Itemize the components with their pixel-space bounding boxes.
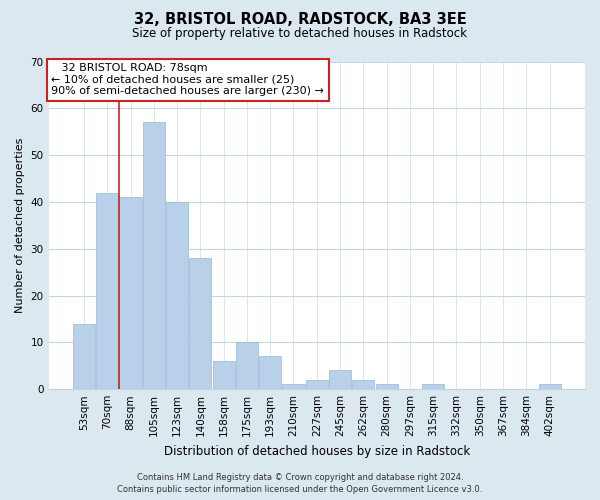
Bar xyxy=(73,324,95,389)
Bar xyxy=(212,361,235,389)
Bar xyxy=(96,192,118,389)
Bar xyxy=(236,342,258,389)
Text: Size of property relative to detached houses in Radstock: Size of property relative to detached ho… xyxy=(133,28,467,40)
Bar xyxy=(119,198,142,389)
Y-axis label: Number of detached properties: Number of detached properties xyxy=(15,138,25,313)
Bar xyxy=(329,370,351,389)
Text: 32 BRISTOL ROAD: 78sqm   
← 10% of detached houses are smaller (25)
90% of semi-: 32 BRISTOL ROAD: 78sqm ← 10% of detached… xyxy=(51,63,324,96)
Bar xyxy=(166,202,188,389)
Bar xyxy=(539,384,560,389)
Bar xyxy=(422,384,444,389)
Bar xyxy=(259,356,281,389)
Bar xyxy=(143,122,165,389)
Bar xyxy=(352,380,374,389)
Bar xyxy=(306,380,328,389)
Bar xyxy=(190,258,211,389)
Text: 32, BRISTOL ROAD, RADSTOCK, BA3 3EE: 32, BRISTOL ROAD, RADSTOCK, BA3 3EE xyxy=(134,12,466,28)
X-axis label: Distribution of detached houses by size in Radstock: Distribution of detached houses by size … xyxy=(164,444,470,458)
Bar xyxy=(283,384,305,389)
Bar xyxy=(376,384,398,389)
Text: Contains HM Land Registry data © Crown copyright and database right 2024.
Contai: Contains HM Land Registry data © Crown c… xyxy=(118,473,482,494)
